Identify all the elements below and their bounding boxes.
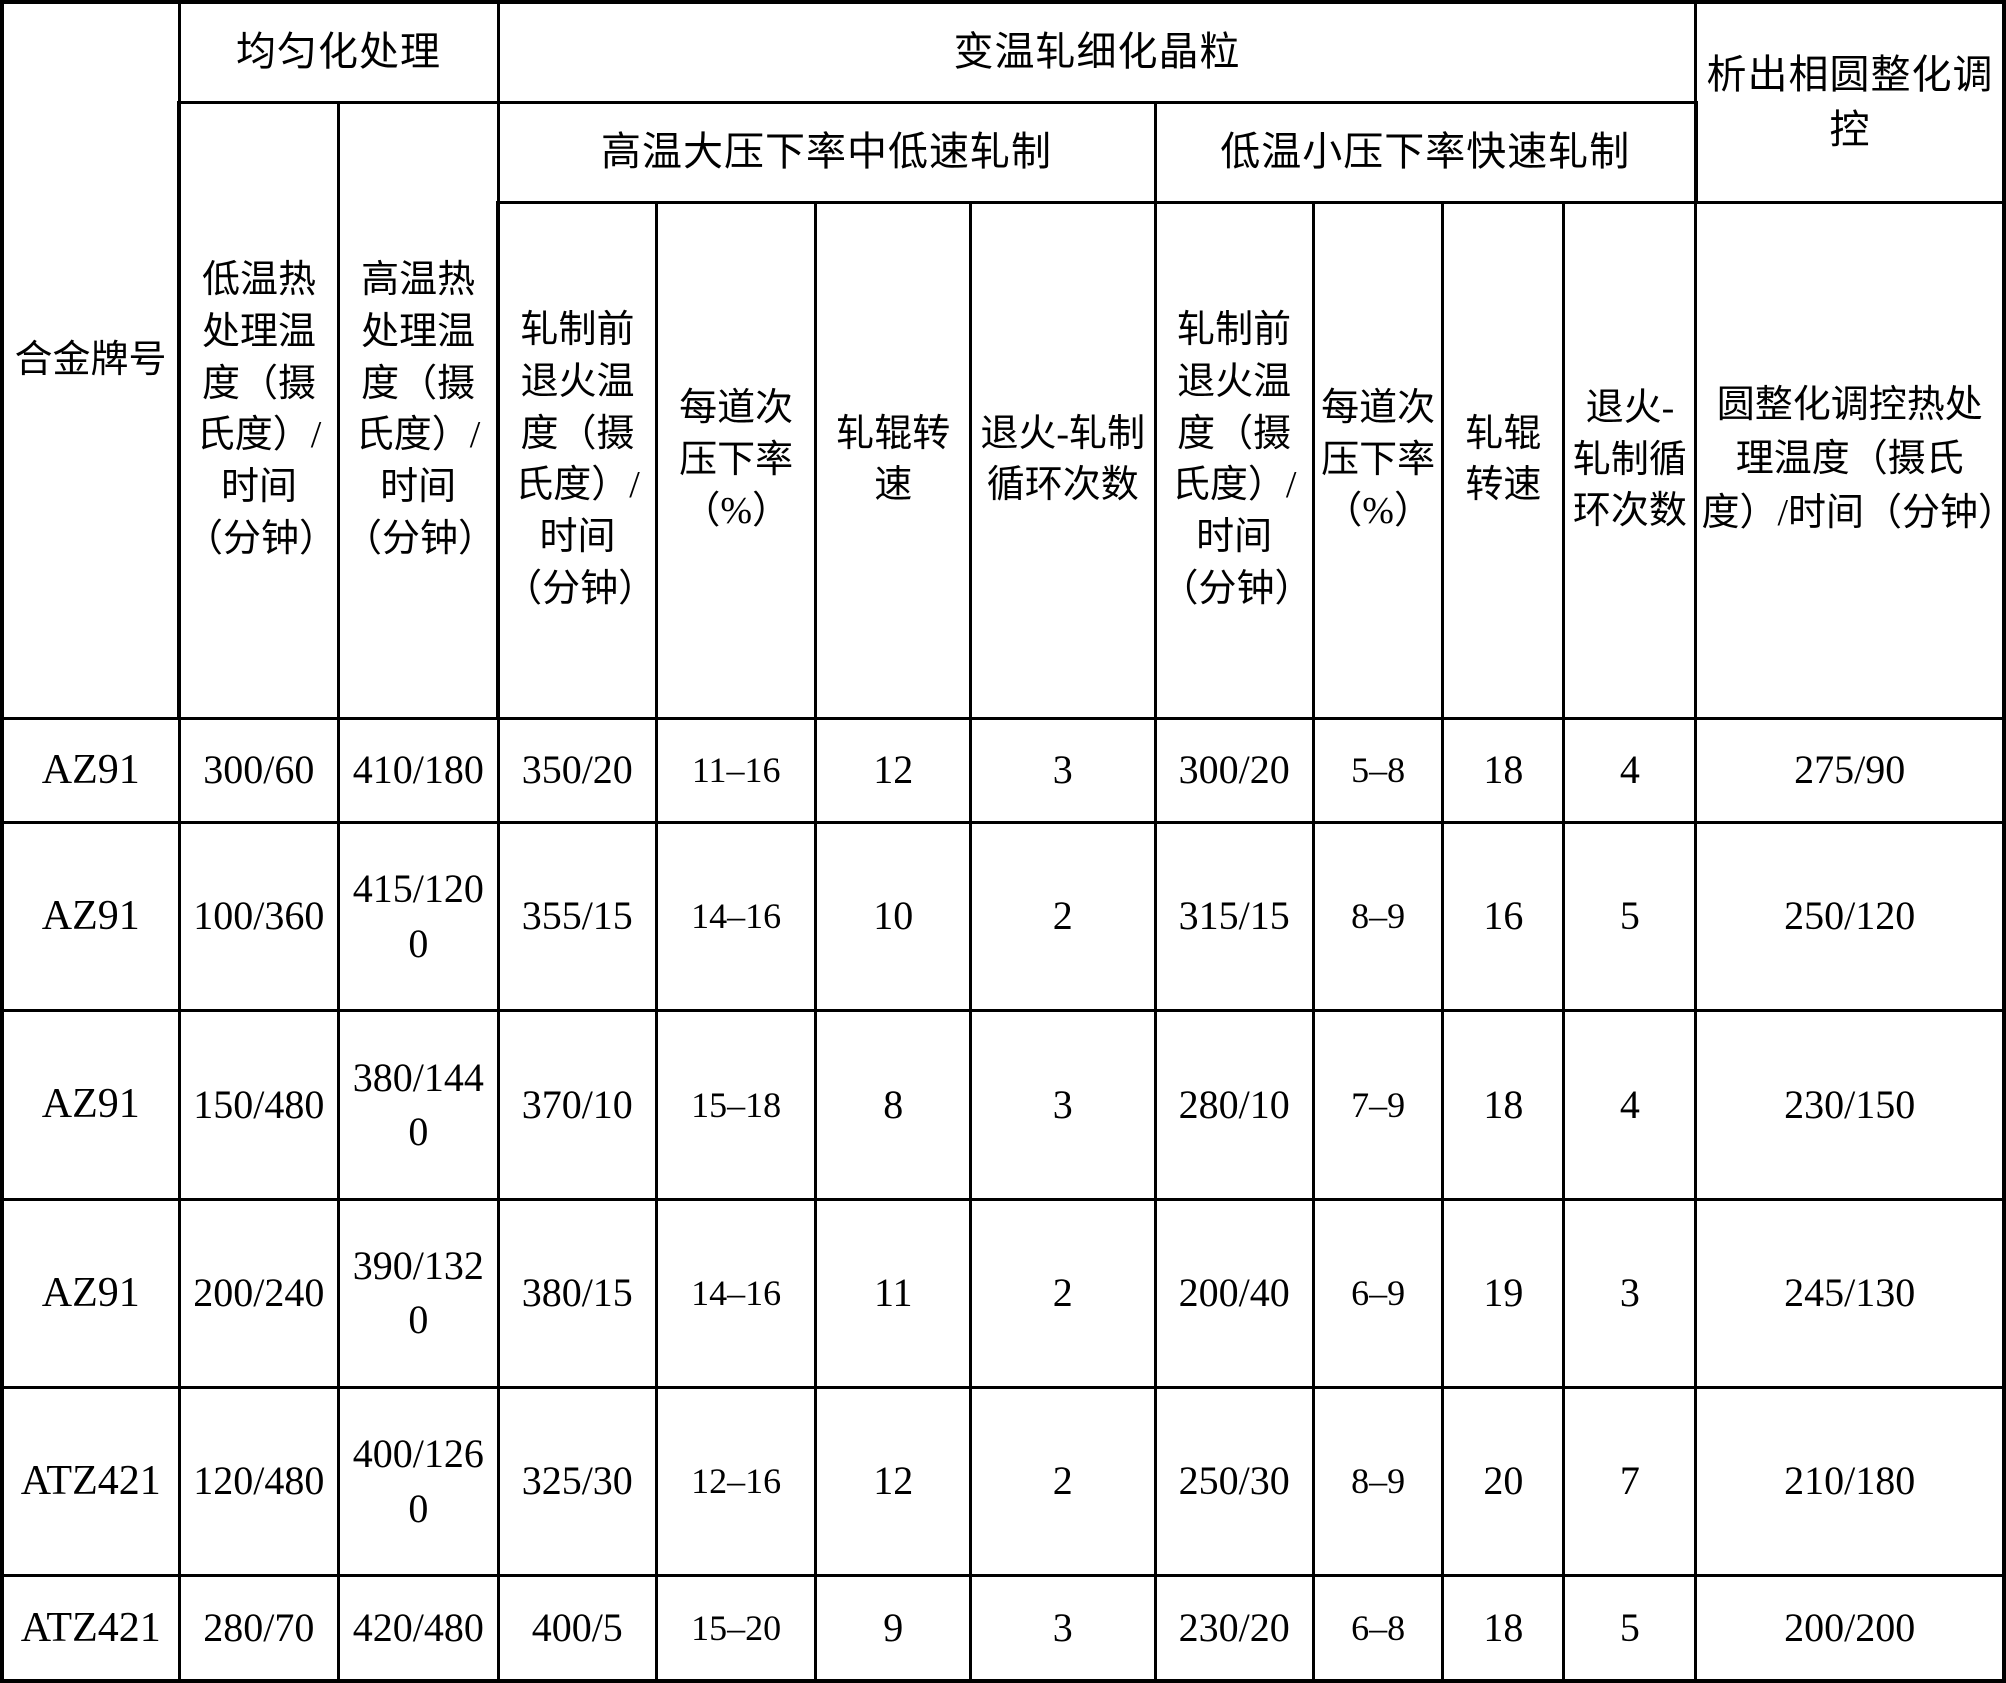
cell-low-temp-heat: 120/480 [179,1388,339,1576]
table-row: AZ91 200/240 390/1320 380/15 14–16 11 2 … [2,1199,2004,1387]
header-alloy-name: 合金牌号 [2,2,179,718]
cell-alloy: AZ91 [2,823,179,1011]
cell-spheroidize: 230/150 [1696,1011,2004,1199]
cell-ht-roll-speed: 8 [816,1011,971,1199]
cell-lt-anneal: 280/10 [1155,1011,1313,1199]
cell-high-temp-heat: 400/1260 [339,1388,499,1576]
cell-low-temp-heat: 100/360 [179,823,339,1011]
cell-ht-anneal: 325/30 [498,1388,656,1576]
cell-ht-reduction: 11–16 [656,718,816,822]
process-parameter-table: 合金牌号 均匀化处理 变温轧细化晶粒 析出相圆整化调控 低温热处理温度（摄氏度）… [0,0,2006,1683]
cell-lt-anneal: 300/20 [1155,718,1313,822]
cell-low-temp-heat: 200/240 [179,1199,339,1387]
header-ht-anneal-temp-time: 轧制前退火温度（摄氏度）/时间（分钟） [498,203,656,719]
cell-lt-cycles: 5 [1564,823,1696,1011]
cell-lt-roll-speed: 18 [1443,718,1564,822]
cell-lt-reduction: 5–8 [1313,718,1443,822]
table-row: AZ91 300/60 410/180 350/20 11–16 12 3 30… [2,718,2004,822]
header-ht-roll-speed: 轧辊转速 [816,203,971,719]
cell-ht-anneal: 350/20 [498,718,656,822]
cell-ht-roll-speed: 12 [816,1388,971,1576]
cell-lt-roll-speed: 19 [1443,1199,1564,1387]
cell-ht-reduction: 12–16 [656,1388,816,1576]
cell-lt-reduction: 6–9 [1313,1199,1443,1387]
cell-ht-reduction: 15–20 [656,1576,816,1681]
cell-low-temp-heat: 280/70 [179,1576,339,1681]
cell-ht-cycles: 3 [971,1011,1155,1199]
cell-high-temp-heat: 410/180 [339,718,499,822]
cell-high-temp-heat: 420/480 [339,1576,499,1681]
header-ht-pass-reduction: 每道次压下率（%） [656,203,816,719]
table-row: AZ91 150/480 380/1440 370/10 15–18 8 3 2… [2,1011,2004,1199]
cell-lt-cycles: 3 [1564,1199,1696,1387]
cell-ht-anneal: 380/15 [498,1199,656,1387]
cell-lt-roll-speed: 18 [1443,1011,1564,1199]
cell-ht-cycles: 2 [971,1388,1155,1576]
cell-ht-cycles: 3 [971,718,1155,822]
cell-alloy: AZ91 [2,1011,179,1199]
header-ht-anneal-roll-cycles: 退火-轧制循环次数 [971,203,1155,719]
header-row-group: 合金牌号 均匀化处理 变温轧细化晶粒 析出相圆整化调控 [2,2,2004,103]
header-spheroidize-temp-time: 圆整化调控热处理温度（摄氏度）/时间（分钟） [1696,203,2004,719]
cell-ht-roll-speed: 10 [816,823,971,1011]
cell-lt-reduction: 8–9 [1313,1388,1443,1576]
cell-spheroidize: 275/90 [1696,718,2004,822]
cell-lt-anneal: 315/15 [1155,823,1313,1011]
header-lt-anneal-temp-time: 轧制前退火温度（摄氏度）/时间（分钟） [1155,203,1313,719]
cell-low-temp-heat: 300/60 [179,718,339,822]
cell-ht-reduction: 14–16 [656,1199,816,1387]
cell-ht-reduction: 14–16 [656,823,816,1011]
cell-lt-reduction: 8–9 [1313,823,1443,1011]
cell-ht-anneal: 370/10 [498,1011,656,1199]
cell-high-temp-heat: 415/1200 [339,823,499,1011]
cell-spheroidize: 210/180 [1696,1388,2004,1576]
cell-alloy: ATZ421 [2,1576,179,1681]
cell-alloy: AZ91 [2,1199,179,1387]
cell-alloy: AZ91 [2,718,179,822]
cell-lt-cycles: 4 [1564,1011,1696,1199]
cell-lt-roll-speed: 20 [1443,1388,1564,1576]
cell-ht-anneal: 355/15 [498,823,656,1011]
cell-high-temp-heat: 380/1440 [339,1011,499,1199]
cell-lt-reduction: 7–9 [1313,1011,1443,1199]
header-lt-anneal-roll-cycles: 退火-轧制循环次数 [1564,203,1696,719]
table-row: ATZ421 120/480 400/1260 325/30 12–16 12 … [2,1388,2004,1576]
group-header-rolling: 变温轧细化晶粒 [498,2,1696,103]
header-lt-pass-reduction: 每道次压下率（%） [1313,203,1443,719]
cell-spheroidize: 245/130 [1696,1199,2004,1387]
cell-ht-anneal: 400/5 [498,1576,656,1681]
cell-ht-cycles: 3 [971,1576,1155,1681]
header-lt-roll-speed: 轧辊转速 [1443,203,1564,719]
cell-ht-roll-speed: 9 [816,1576,971,1681]
cell-lt-anneal: 250/30 [1155,1388,1313,1576]
sub-header-high-temp-rolling: 高温大压下率中低速轧制 [498,103,1155,203]
cell-lt-cycles: 7 [1564,1388,1696,1576]
cell-lt-cycles: 4 [1564,718,1696,822]
cell-lt-reduction: 6–8 [1313,1576,1443,1681]
cell-ht-roll-speed: 11 [816,1199,971,1387]
cell-low-temp-heat: 150/480 [179,1011,339,1199]
cell-lt-cycles: 5 [1564,1576,1696,1681]
table-row: ATZ421 280/70 420/480 400/5 15–20 9 3 23… [2,1576,2004,1681]
cell-ht-roll-speed: 12 [816,718,971,822]
sub-header-low-temp-rolling: 低温小压下率快速轧制 [1155,103,1696,203]
group-header-precipitate: 析出相圆整化调控 [1696,2,2004,203]
header-low-temp-heat-treat: 低温热处理温度（摄氏度）/时间（分钟） [179,103,339,719]
cell-alloy: ATZ421 [2,1388,179,1576]
group-header-homogenization: 均匀化处理 [179,2,498,103]
cell-high-temp-heat: 390/1320 [339,1199,499,1387]
cell-lt-roll-speed: 16 [1443,823,1564,1011]
table-row: AZ91 100/360 415/1200 355/15 14–16 10 2 … [2,823,2004,1011]
table-sheet: 合金牌号 均匀化处理 变温轧细化晶粒 析出相圆整化调控 低温热处理温度（摄氏度）… [0,0,2006,1683]
cell-lt-anneal: 200/40 [1155,1199,1313,1387]
cell-ht-cycles: 2 [971,1199,1155,1387]
cell-lt-roll-speed: 18 [1443,1576,1564,1681]
cell-spheroidize: 200/200 [1696,1576,2004,1681]
cell-ht-reduction: 15–18 [656,1011,816,1199]
header-high-temp-heat-treat: 高温热处理温度（摄氏度）/时间（分钟） [339,103,499,719]
cell-lt-anneal: 230/20 [1155,1576,1313,1681]
cell-spheroidize: 250/120 [1696,823,2004,1011]
cell-ht-cycles: 2 [971,823,1155,1011]
